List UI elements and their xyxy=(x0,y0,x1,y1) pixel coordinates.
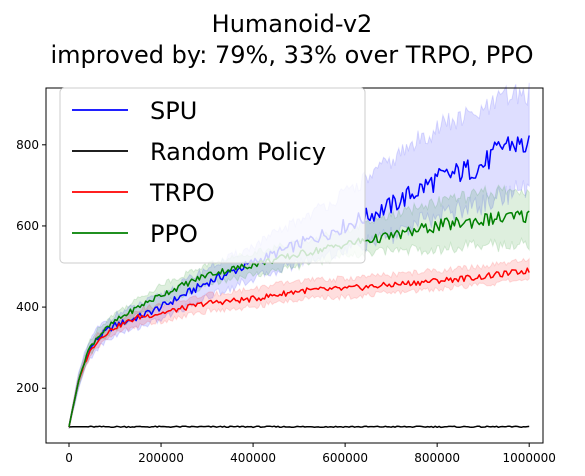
random-policy-line xyxy=(69,425,530,429)
legend-label-random-policy: Random Policy xyxy=(150,138,326,166)
legend-label-ppo: PPO xyxy=(150,220,198,248)
x-tick-label: 1000000 xyxy=(502,451,555,465)
x-tick-label: 400000 xyxy=(230,451,276,465)
trpo-line xyxy=(68,267,530,428)
y-tick-label: 200 xyxy=(16,381,39,395)
y-axis: 200 400 600 800 xyxy=(16,138,46,395)
x-axis: 0 200000 400000 600000 800000 1000000 xyxy=(65,443,556,465)
x-tick-label: 200000 xyxy=(138,451,184,465)
x-tick-label: 600000 xyxy=(322,451,368,465)
trpo-band xyxy=(68,257,530,429)
y-tick-label: 400 xyxy=(16,300,39,314)
y-tick-label: 800 xyxy=(16,138,39,152)
legend-label-trpo: TRPO xyxy=(149,179,215,207)
y-tick-label: 600 xyxy=(16,219,39,233)
chart-title-line-1: Humanoid-v2 xyxy=(212,10,373,38)
legend-label-spu: SPU xyxy=(150,97,197,125)
legend-box xyxy=(59,87,366,264)
legend: SPU Random Policy TRPO PPO xyxy=(59,87,366,264)
chart-title-line-2: improved by: 79%, 33% over TRPO, PPO xyxy=(50,41,533,69)
x-tick-label: 0 xyxy=(65,451,73,465)
x-tick-label: 800000 xyxy=(414,451,460,465)
